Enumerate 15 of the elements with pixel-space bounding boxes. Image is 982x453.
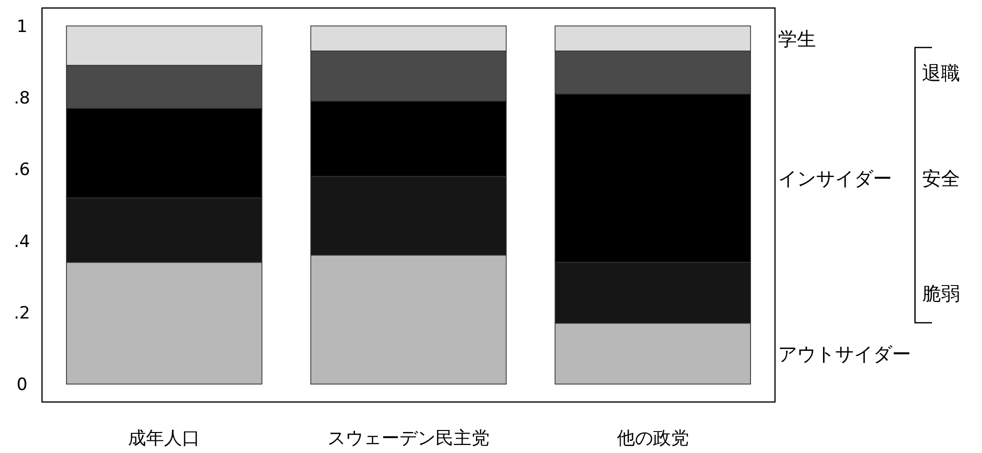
text: 退職: [922, 62, 960, 84]
y-tick-label: 0: [16, 375, 28, 396]
y-tick-label: 1: [16, 16, 28, 37]
y-tick-label: .4: [14, 232, 30, 252]
text: インサイダー: [778, 168, 892, 190]
x-tick-label: 成年人口: [128, 428, 200, 449]
y-tick-label: .6: [14, 160, 30, 180]
y-tick-label: .2: [14, 303, 30, 324]
text: 脆弱: [922, 282, 960, 305]
x-tick-label: スウェーデン民主党: [328, 428, 490, 449]
y-tick-label: .8: [14, 88, 30, 109]
x-tick-label: 他の政党: [616, 428, 689, 449]
series-label: アウトサイダー: [778, 344, 911, 366]
text: 安全: [922, 168, 960, 190]
series-label: 学生: [778, 28, 816, 50]
